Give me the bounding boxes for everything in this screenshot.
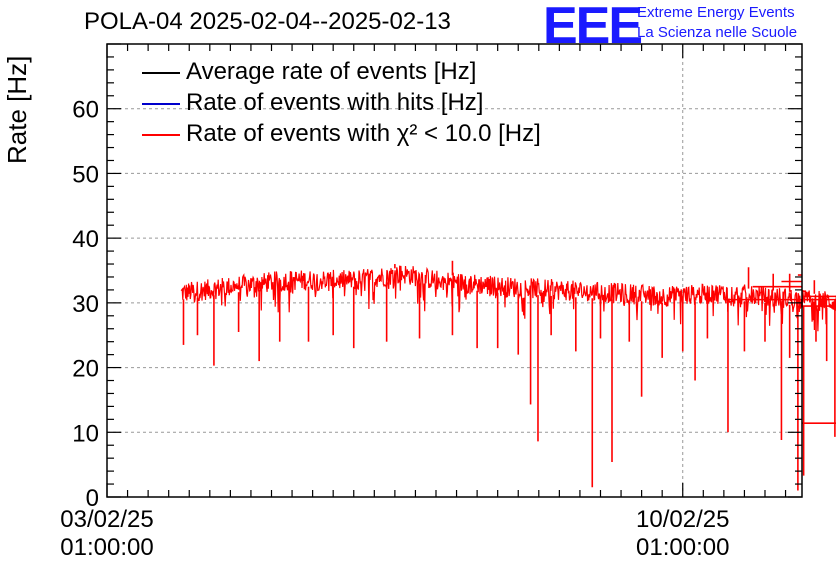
- legend-line-hits: [142, 103, 180, 105]
- legend-line-average: [142, 72, 180, 74]
- legend-label-average: Average rate of events [Hz]: [186, 58, 477, 85]
- legend-label-hits: Rate of events with hits [Hz]: [186, 89, 484, 116]
- y-tick-label: 50: [72, 161, 99, 188]
- logo-line-2: La Scienza nelle Scuole: [637, 24, 798, 41]
- y-tick-label: 40: [72, 226, 99, 253]
- x-tick-time: 01:00:00: [636, 534, 730, 561]
- y-tick-label: 10: [72, 420, 99, 447]
- legend-label-chi2: Rate of events with χ² < 10.0 [Hz]: [186, 120, 541, 147]
- plot-frame: [106, 43, 803, 498]
- y-tick-label: 30: [72, 291, 99, 318]
- x-tick-label: 10/02/25 01:00:00: [603, 506, 763, 562]
- chart-title: POLA-04 2025-02-04--2025-02-13: [84, 8, 451, 35]
- legend-item-chi2: Rate of events with χ² < 10.0 [Hz]: [140, 120, 640, 151]
- y-axis-label: Rate [Hz]: [2, 55, 32, 164]
- x-tick-date: 03/02/25: [60, 506, 154, 533]
- axes: 0 10 20 30 40 50 60: [72, 43, 803, 512]
- logo-line-1: Extreme Energy Events: [637, 4, 795, 21]
- y-tick-label: 60: [72, 97, 99, 124]
- x-tick-date: 10/02/25: [636, 506, 730, 533]
- y-tick-label: 20: [72, 356, 99, 383]
- x-tick-label: 03/02/25 01:00:00: [27, 506, 187, 562]
- legend-item-average: Average rate of events [Hz]: [140, 58, 640, 89]
- series-chi2-line: [180, 265, 836, 332]
- logo-text: Extreme Energy Events La Scienza nelle S…: [637, 3, 797, 43]
- legend-item-hits: Rate of events with hits [Hz]: [140, 89, 640, 120]
- x-tick-time: 01:00:00: [60, 534, 154, 561]
- series-lines: [180, 260, 836, 491]
- grid: [107, 44, 802, 497]
- y-tick-label: 0: [86, 485, 99, 512]
- legend: Average rate of events [Hz] Rate of even…: [140, 58, 640, 151]
- legend-line-chi2: [142, 134, 180, 136]
